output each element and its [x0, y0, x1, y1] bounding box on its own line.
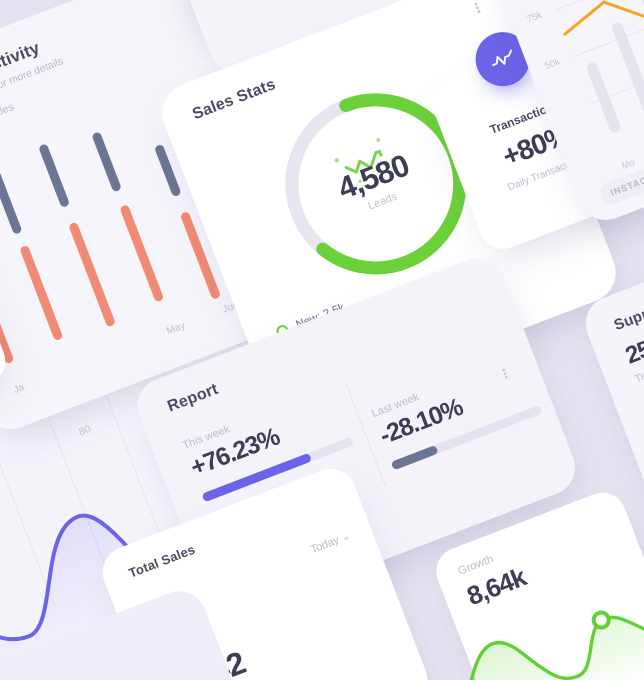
report-column-last-week: Last week -28.10% [370, 352, 544, 471]
total-sales-title: Total Sales [126, 541, 198, 581]
total-sales-range-label: Today [309, 534, 341, 556]
support-value: 256 [621, 331, 644, 370]
support-title: Support Tracker [611, 276, 644, 335]
growth-area-chart [467, 610, 644, 680]
sales-stats-kebab-icon[interactable]: ⋮ [468, 0, 488, 18]
card-analytics: Analytics 100k 75k 50k [471, 0, 644, 229]
analytics-day-0: Mo [620, 157, 637, 173]
pulse-icon [467, 24, 538, 95]
trend-axis-label-4: 80 [77, 422, 93, 439]
total-sales-range-select[interactable]: Today ⌄ [309, 529, 353, 556]
tab-sales[interactable]: Sales [0, 100, 16, 123]
activity-month-1: May [165, 320, 187, 338]
activity-tabs: Overview Sales [0, 101, 19, 158]
card-growth: Growth 8,64k [429, 485, 644, 680]
analytics-y-label-1: 75k [525, 9, 544, 26]
chevron-down-icon: ⌄ [339, 529, 353, 545]
sales-stats-title: Sales Stats [190, 75, 279, 124]
card-transactions: ⋮ Transactions +80% Daily Transactions [424, 24, 644, 257]
analytics-y-label-2: 50k [543, 56, 562, 73]
report-title: Report [165, 380, 221, 416]
activity-month-0: Ja [12, 381, 26, 396]
analytics-chart: 54k [535, 0, 644, 156]
